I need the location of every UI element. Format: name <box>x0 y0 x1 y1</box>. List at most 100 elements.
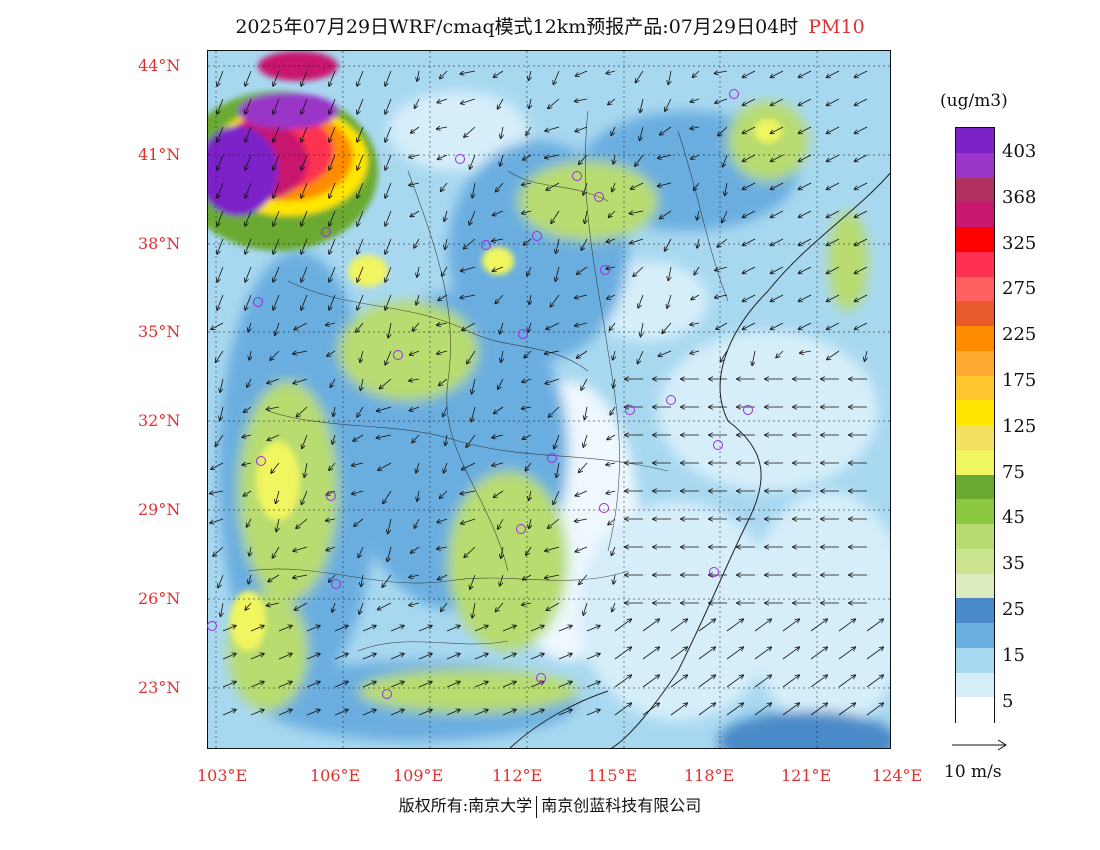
wind-vector <box>799 154 812 161</box>
wind-vector <box>248 322 251 332</box>
wind-vector <box>575 126 588 132</box>
wind-vector <box>242 435 252 437</box>
wind-vector <box>249 546 251 556</box>
legend-swatch <box>956 152 994 178</box>
wind-vector <box>409 575 420 577</box>
lon-label: 106°E <box>310 766 361 785</box>
wind-vector <box>638 350 644 364</box>
wind-vector <box>524 350 532 358</box>
wind-vector <box>409 379 420 381</box>
wind-vector <box>217 154 224 170</box>
wind-vector <box>694 182 700 190</box>
lat-label: 29°N <box>138 500 181 519</box>
wind-vector <box>827 98 840 105</box>
wind-vector <box>529 70 532 80</box>
legend-tick-label: 368 <box>1002 186 1037 208</box>
wind-vector <box>462 322 476 330</box>
wind-vector <box>575 546 588 552</box>
wind-vector <box>633 266 644 276</box>
wind-vector <box>771 126 784 133</box>
wind-vector <box>500 154 504 166</box>
wind-vector <box>827 154 840 161</box>
wind-vector <box>306 710 320 716</box>
wind-vector <box>606 491 616 494</box>
wind-vector <box>462 462 476 470</box>
legend-swatch <box>956 400 994 426</box>
wind-vector <box>329 126 336 142</box>
wind-vector <box>613 350 615 360</box>
wind-vector <box>665 238 672 251</box>
city-marker <box>594 192 604 202</box>
wind-vector <box>498 98 504 109</box>
wind-vector <box>418 626 432 632</box>
wind-vector <box>443 406 448 417</box>
wind-vector <box>442 266 448 276</box>
wind-vector <box>865 350 868 361</box>
wind-vector <box>546 602 560 610</box>
wind-vector <box>586 682 600 688</box>
wind-vector <box>670 675 687 688</box>
wind-vector <box>668 70 671 84</box>
city-marker <box>709 567 719 577</box>
wind-vector <box>838 619 855 632</box>
wind-vector <box>838 675 855 688</box>
legend-swatch <box>956 251 994 277</box>
wind-vector <box>267 378 280 383</box>
wind-vector <box>523 574 532 580</box>
wind-vector <box>575 322 588 326</box>
city-marker <box>382 689 392 699</box>
wind-vector <box>771 182 784 189</box>
wind-vector <box>866 619 883 632</box>
wind-vector <box>217 294 224 310</box>
wind-vector <box>444 462 448 473</box>
wind-vector <box>210 491 224 494</box>
wind-vector <box>278 626 292 632</box>
wind-vector <box>272 546 280 558</box>
wind-vector <box>642 675 659 688</box>
wind-vector <box>334 626 348 632</box>
wind-vector <box>301 294 308 310</box>
wind-vector <box>273 238 280 254</box>
wind-vector <box>529 294 531 304</box>
wind-vector <box>270 350 280 360</box>
wind-vector <box>460 294 476 298</box>
wind-vector <box>606 463 616 465</box>
wind-vector <box>545 574 560 578</box>
wind-vector <box>329 266 336 282</box>
wind-vector <box>743 294 756 301</box>
wind-vector <box>522 603 532 605</box>
legend-tick-label: 35 <box>1002 553 1025 575</box>
wind-vector <box>218 574 224 588</box>
wind-vector <box>357 266 364 282</box>
wind-vector <box>461 266 476 271</box>
wind-vector <box>690 127 700 129</box>
wind-vector <box>217 126 224 142</box>
wind-vector <box>441 602 448 611</box>
wind-vector <box>273 266 280 282</box>
wind-vector <box>523 154 532 160</box>
wind-vector <box>415 98 420 108</box>
wind-vector <box>827 294 840 301</box>
wind-vector <box>273 154 280 170</box>
wind-vector <box>522 211 532 214</box>
city-marker <box>455 154 465 164</box>
wind-vector <box>390 710 404 716</box>
wind-vector <box>461 98 476 104</box>
city-marker <box>481 240 491 250</box>
city-marker <box>536 673 546 683</box>
wind-vector <box>502 682 516 688</box>
wind-vector <box>326 546 336 550</box>
legend-tick-label: 125 <box>1002 415 1037 437</box>
wind-vector <box>754 619 771 632</box>
wind-vector <box>810 619 827 632</box>
copyright-right: 南京创蓝科技有限公司 <box>541 796 702 815</box>
wind-vector <box>352 463 364 466</box>
wind-vector <box>245 602 252 610</box>
wind-vector <box>581 378 588 390</box>
legend-swatch <box>956 227 994 253</box>
wind-vector <box>361 574 363 586</box>
wind-vector <box>437 323 448 325</box>
wind-vector <box>245 210 252 226</box>
wind-vector <box>306 682 320 688</box>
wind-vector <box>410 210 420 217</box>
